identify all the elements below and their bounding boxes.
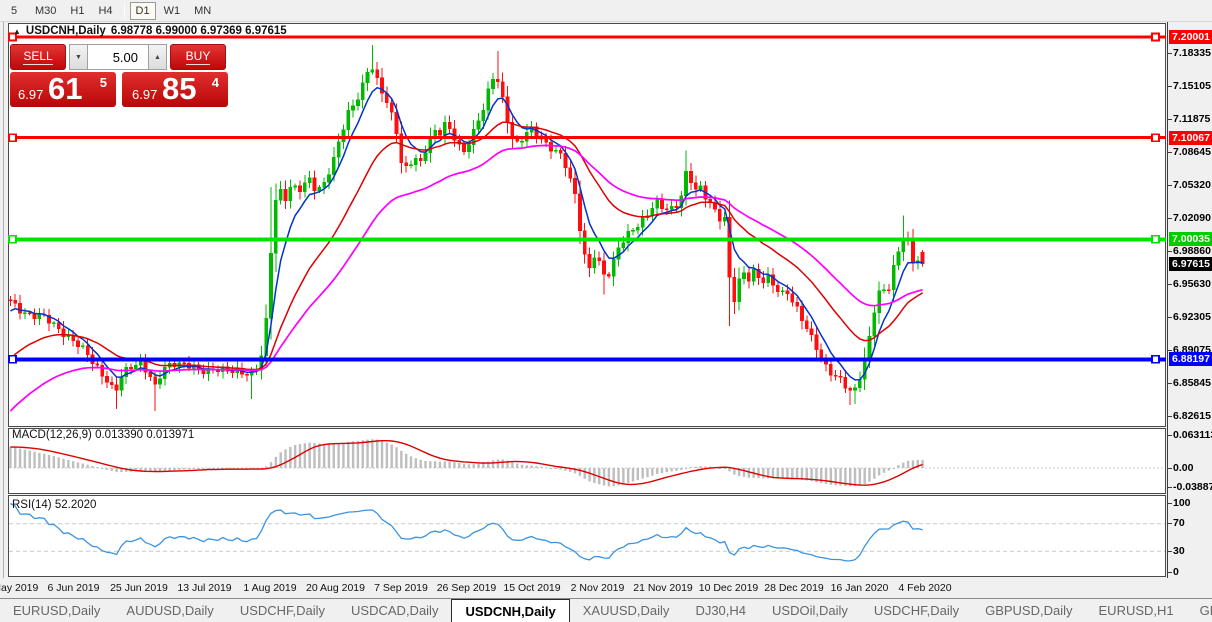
date-axis-label: 20 Aug 2019 [306, 582, 365, 594]
timeframe-toolbar: 5 M30 H1 H4 D1 W1 MN [0, 0, 1212, 22]
date-axis-label: 7 Sep 2019 [374, 582, 428, 594]
price-axis-label: 7.02090 [1168, 212, 1211, 225]
symbol-arrow-icon: ▲ [13, 26, 21, 36]
level-price-badge: 7.10067 [1169, 130, 1212, 145]
date-axis-label: 15 Oct 2019 [503, 582, 561, 594]
price-chart[interactable] [8, 23, 1167, 577]
arrow-down-icon: ▼ [75, 53, 82, 61]
chart-window: ▲ USDCNH,Daily 6.98778 6.99000 6.97369 6… [0, 22, 1212, 598]
volume-input[interactable] [88, 44, 148, 70]
rsi-axis-label: 30 [1168, 544, 1185, 557]
toolbar-separator [123, 2, 125, 19]
timeframe-button-m30[interactable]: M30 [35, 4, 57, 17]
price-axis: 7.18335 7.15105 7.11875 7.08645 7.05320 7.020… [1167, 22, 1212, 578]
timeframe-button-mn[interactable]: MN [194, 4, 212, 17]
current-price-badge: 6.97615 [1169, 256, 1212, 271]
date-axis-label: 21 Nov 2019 [633, 582, 693, 594]
price-axis-label: 6.85845 [1168, 376, 1211, 389]
sell-button[interactable]: SELL [10, 44, 66, 70]
date-axis-label: 6 Jun 2019 [47, 582, 100, 594]
rsi-label: RSI(14) 52.2020 [12, 499, 97, 511]
timeframe-button-5[interactable]: 5 [10, 4, 18, 17]
rsi-axis-label: 0 [1168, 565, 1179, 578]
buy-quote-box[interactable]: 6.97 85 4 [122, 71, 228, 107]
macd-axis-label: 0.063113 [1167, 429, 1212, 442]
chart-tab-xauusd-daily[interactable]: XAUUSD,Daily [582, 603, 670, 618]
timeframe-button-h4[interactable]: H4 [98, 4, 113, 17]
date-axis-label: 10 Dec 2019 [698, 582, 759, 594]
price-axis-label: 6.82615 [1168, 409, 1211, 422]
chart-tab-eurusd-daily[interactable]: EURUSD,Daily [13, 603, 101, 618]
chart-tab-audusd-daily[interactable]: AUDUSD,Daily [126, 603, 214, 618]
date-axis-label: 26 Sep 2019 [436, 582, 497, 594]
chart-title: ▲ USDCNH,Daily 6.98778 6.99000 6.97369 6… [13, 25, 287, 37]
date-axis-label: 28 Dec 2019 [764, 582, 824, 594]
buy-button[interactable]: BUY [170, 44, 226, 70]
date-axis-label: 25 Jun 2019 [110, 582, 168, 594]
sell-quote-box[interactable]: 6.97 61 5 [10, 71, 116, 107]
chart-tab-dj30-h4[interactable]: DJ30,H4 [695, 603, 747, 618]
chart-tab-gbpaud-h1[interactable]: GBPAUD,H1 [1199, 603, 1212, 618]
level-price-badge: 7.00035 [1169, 232, 1212, 247]
volume-down-button[interactable]: ▼ [69, 44, 88, 70]
volume-up-button[interactable]: ▲ [148, 44, 167, 70]
level-price-badge: 7.20001 [1169, 30, 1212, 44]
macd-axis-label: -0.038872 [1167, 481, 1212, 494]
chart-symbol: USDCNH,Daily [25, 25, 106, 37]
timeframe-button-d1[interactable]: D1 [129, 1, 156, 20]
price-axis-label: 6.92305 [1168, 311, 1211, 324]
price-axis-label: 7.11875 [1167, 112, 1211, 125]
chart-tab-bar: EURUSD,Daily AUDUSD,Daily USDCHF,Daily USDC… [0, 598, 1212, 622]
price-axis-label: 7.05320 [1168, 179, 1211, 192]
price-axis-label: 6.95630 [1168, 277, 1211, 290]
date-axis-label: 4 Feb 2020 [898, 582, 952, 594]
chart-tab-eurusd-h1[interactable]: EURUSD,H1 [1098, 603, 1174, 618]
price-axis-label: 7.15105 [1168, 80, 1211, 93]
level-price-badge: 6.88197 [1169, 352, 1212, 367]
date-axis-label: 13 Jul 2019 [177, 582, 232, 594]
chart-tab-usdchf-daily[interactable]: USDCHF,Daily [239, 603, 326, 618]
macd-axis-label: 0.00 [1167, 461, 1194, 474]
macd-label: MACD(12,26,9) 0.013390 0.013971 [12, 429, 195, 441]
chart-tab-usdchf-daily[interactable]: USDCHF,Daily [873, 603, 960, 618]
timeframe-button-w1[interactable]: W1 [163, 4, 181, 17]
date-axis: 18 May 2019 6 Jun 2019 25 Jun 2019 13 Jul 2… [0, 578, 1167, 598]
price-axis-label: 7.08645 [1168, 145, 1211, 158]
price-axis-label: 7.18335 [1168, 47, 1211, 60]
date-axis-label: 16 Jan 2020 [830, 582, 889, 594]
chart-tab-usdcad-daily[interactable]: USDCAD,Daily [351, 603, 439, 618]
chart-tab-gbpusd-daily[interactable]: GBPUSD,Daily [985, 603, 1073, 618]
chart-ohlc: 6.98778 6.99000 6.97369 6.97615 [110, 25, 287, 37]
rsi-axis-label: 70 [1168, 517, 1185, 530]
chart-tab-usdcnh-daily[interactable]: USDCNH,Daily [451, 599, 570, 622]
chart-tab-usdoil-daily[interactable]: USDOil,Daily [772, 603, 848, 618]
arrow-up-icon: ▲ [154, 53, 161, 61]
price-axis-label: 6.98860 [1168, 244, 1211, 257]
timeframe-button-h1[interactable]: H1 [70, 4, 85, 17]
chart-left-border [3, 22, 4, 578]
one-click-trade-panel: SELL ▼ ▲ BUY 6.97 61 5 [10, 44, 228, 107]
rsi-axis-label: 100 [1168, 496, 1191, 509]
date-axis-label: 2 Nov 2019 [570, 582, 625, 594]
date-axis-label: 18 May 2019 [0, 582, 39, 594]
date-axis-label: 1 Aug 2019 [243, 582, 297, 594]
